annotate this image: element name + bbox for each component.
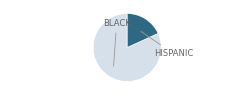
Text: HISPANIC: HISPANIC [141,31,193,58]
Wedge shape [127,14,158,48]
Wedge shape [93,14,161,82]
Text: BLACK: BLACK [103,18,131,66]
